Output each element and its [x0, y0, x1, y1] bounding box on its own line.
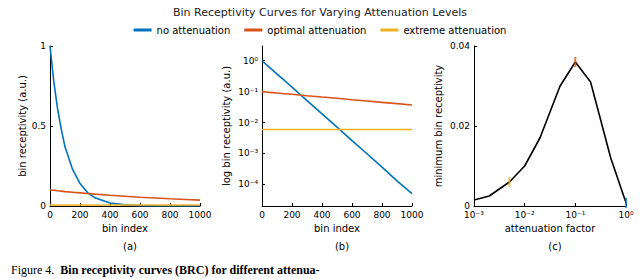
svg-text:bin index: bin index [102, 223, 148, 234]
svg-text:1: 1 [40, 41, 46, 51]
svg-text:no attenuation: no attenuation [157, 25, 231, 36]
svg-text:0.02: 0.02 [450, 121, 470, 131]
svg-text:0: 0 [259, 210, 265, 220]
svg-text:0: 0 [464, 201, 470, 211]
svg-text:optimal attenuation: optimal attenuation [267, 25, 366, 36]
svg-text:minimum bin receptivity: minimum bin receptivity [433, 65, 444, 188]
svg-text:1000: 1000 [401, 210, 424, 220]
svg-text:0: 0 [47, 210, 53, 220]
svg-text:600: 600 [343, 210, 360, 220]
svg-text:400: 400 [101, 210, 118, 220]
svg-text:Bin Receptivity Curves for Var: Bin Receptivity Curves for Varying Atten… [173, 6, 467, 19]
svg-text:200: 200 [283, 210, 300, 220]
svg-text:bin index: bin index [314, 223, 360, 234]
svg-text:600: 600 [131, 210, 148, 220]
svg-text:10⁻¹: 10⁻¹ [238, 87, 258, 97]
svg-text:(b): (b) [335, 241, 349, 252]
svg-text:(a): (a) [123, 241, 137, 252]
svg-text:10⁰: 10⁰ [618, 210, 633, 220]
svg-text:800: 800 [373, 210, 390, 220]
svg-text:Figure 4.: Figure 4. [11, 263, 54, 277]
svg-text:200: 200 [71, 210, 88, 220]
svg-text:10⁻³: 10⁻³ [464, 210, 484, 220]
svg-text:10⁻³: 10⁻³ [238, 148, 258, 158]
svg-text:10⁻⁴: 10⁻⁴ [238, 179, 258, 189]
svg-text:10⁰: 10⁰ [243, 56, 258, 66]
svg-text:0: 0 [40, 201, 46, 211]
svg-text:extreme attenuation: extreme attenuation [403, 25, 506, 36]
svg-text:attenuation factor: attenuation factor [505, 223, 596, 234]
svg-text:1000: 1000 [189, 210, 212, 220]
svg-text:bin receptivity (a.u.): bin receptivity (a.u.) [17, 75, 28, 177]
svg-text:10⁻²: 10⁻² [238, 118, 258, 128]
svg-text:(c): (c) [548, 241, 561, 252]
svg-text:800: 800 [161, 210, 178, 220]
svg-text:log bin receptivity (a.u.): log bin receptivity (a.u.) [221, 66, 232, 186]
svg-text:0.04: 0.04 [450, 41, 470, 51]
svg-text:Bin receptivity curves (BRC) f: Bin receptivity curves (BRC) for differe… [60, 263, 319, 277]
svg-text:10⁻¹: 10⁻¹ [565, 210, 585, 220]
svg-text:400: 400 [313, 210, 330, 220]
svg-text:0.5: 0.5 [32, 121, 46, 131]
svg-text:10⁻²: 10⁻² [515, 210, 535, 220]
